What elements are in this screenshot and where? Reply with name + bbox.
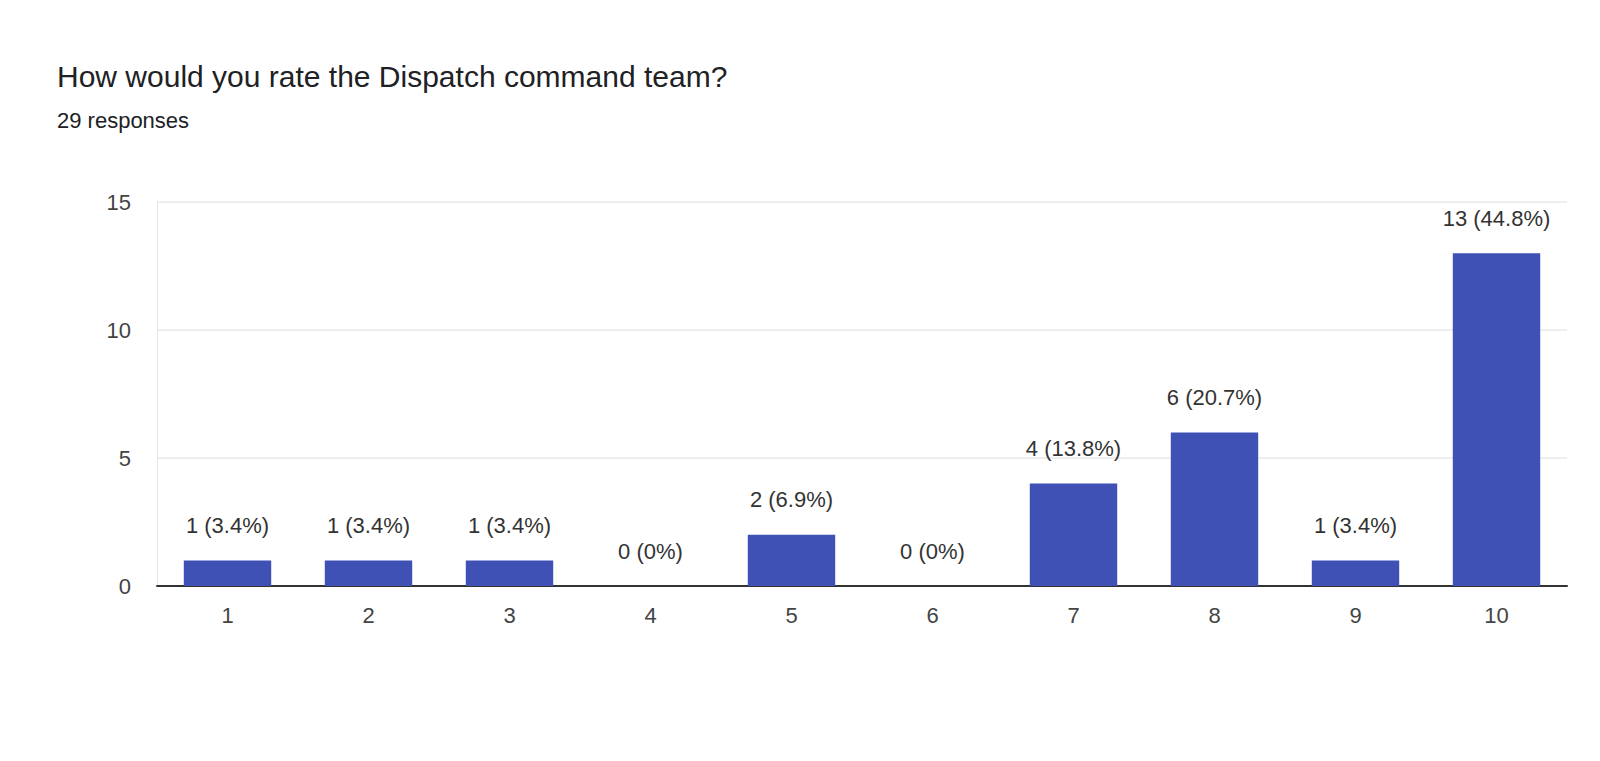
svg-text:7: 7 [1067,603,1079,628]
svg-text:15: 15 [107,190,131,215]
svg-text:1: 1 [221,603,233,628]
svg-text:2: 2 [362,603,374,628]
svg-text:0: 0 [119,574,131,599]
svg-text:1 (3.4%): 1 (3.4%) [468,513,551,538]
svg-text:5: 5 [119,446,131,471]
svg-text:1 (3.4%): 1 (3.4%) [327,513,410,538]
svg-text:10: 10 [1484,603,1508,628]
svg-text:8: 8 [1208,603,1220,628]
svg-text:13 (44.8%): 13 (44.8%) [1443,206,1551,231]
svg-text:9: 9 [1349,603,1361,628]
svg-text:4: 4 [644,603,656,628]
svg-text:0 (0%): 0 (0%) [900,539,965,564]
svg-text:6: 6 [926,603,938,628]
svg-text:10: 10 [107,318,131,343]
svg-text:0 (0%): 0 (0%) [618,539,683,564]
svg-text:29 responses: 29 responses [57,108,189,133]
svg-text:6 (20.7%): 6 (20.7%) [1167,385,1262,410]
svg-text:3: 3 [503,603,515,628]
svg-text:1 (3.4%): 1 (3.4%) [186,513,269,538]
svg-text:How would you rate the Dispatc: How would you rate the Dispatch command … [57,60,727,93]
svg-text:1 (3.4%): 1 (3.4%) [1314,513,1397,538]
svg-text:2 (6.9%): 2 (6.9%) [750,487,833,512]
svg-text:5: 5 [785,603,797,628]
svg-text:4 (13.8%): 4 (13.8%) [1026,436,1121,461]
